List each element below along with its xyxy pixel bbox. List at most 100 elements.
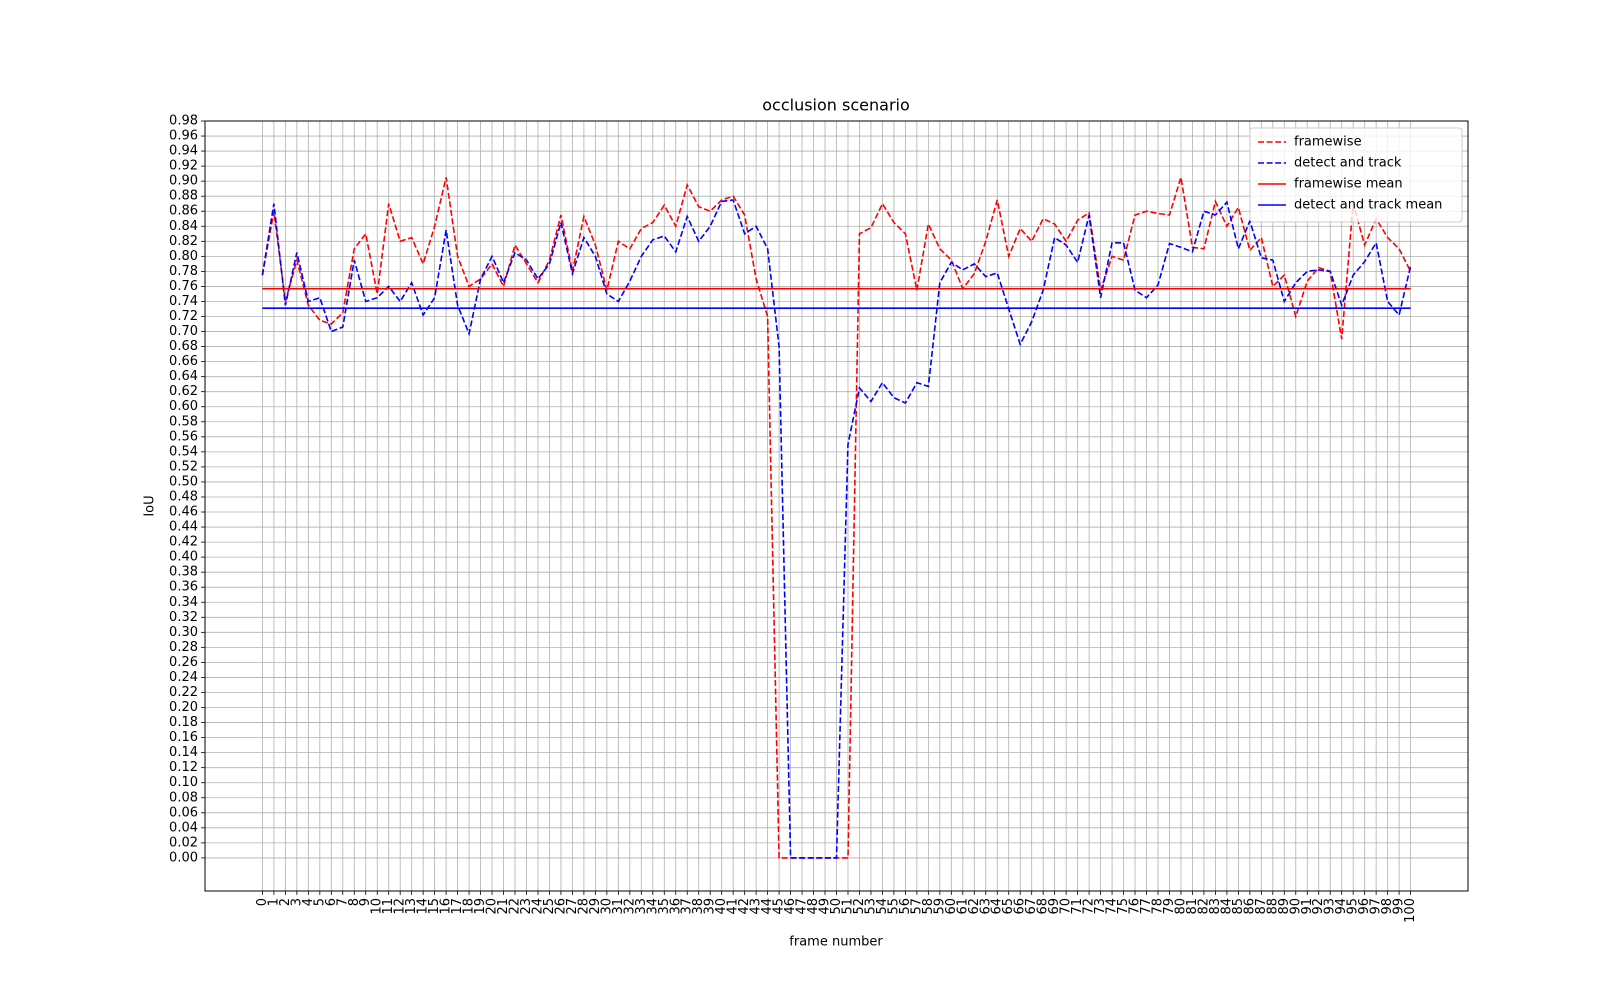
x-tick-label: 20	[485, 898, 500, 915]
x-tick-label: 10	[370, 898, 385, 915]
x-axis-label: frame number	[789, 935, 883, 950]
y-tick-label: 0.04	[169, 820, 198, 835]
x-tick-label: 22	[508, 898, 523, 915]
x-tick-label: 61	[955, 898, 970, 915]
x-tick-label: 63	[978, 898, 993, 915]
x-tick-label: 79	[1162, 898, 1177, 915]
x-tick-label: 72	[1082, 898, 1097, 915]
y-tick-label: 0.78	[169, 264, 198, 279]
y-tick-label: 0.24	[169, 670, 198, 685]
x-tick-label: 2	[278, 898, 293, 906]
x-tick-label: 82	[1196, 898, 1211, 915]
legend-label: framewise mean	[1294, 177, 1403, 192]
x-tick-label: 74	[1105, 898, 1120, 915]
x-tick-label: 55	[886, 898, 901, 915]
x-tick-label: 48	[806, 898, 821, 915]
x-tick-label: 67	[1024, 898, 1039, 915]
x-tick-label: 14	[416, 898, 431, 915]
x-tick-label: 40	[714, 898, 729, 915]
x-tick-label: 93	[1323, 898, 1338, 915]
y-tick-label: 0.06	[169, 805, 198, 820]
x-tick-label: 38	[691, 898, 706, 915]
x-tick-label: 13	[404, 898, 419, 915]
data-line	[261, 199, 1412, 859]
x-tick-label: 6	[324, 898, 339, 906]
y-tick-label: 0.36	[169, 580, 198, 595]
y-tick-label: 0.34	[169, 595, 198, 610]
x-tick-label: 97	[1369, 898, 1384, 915]
x-tick-label: 64	[990, 898, 1005, 915]
x-tick-label: 46	[783, 898, 798, 915]
x-tick-label: 3	[289, 898, 304, 906]
y-tick-label: 0.90	[169, 174, 198, 189]
x-tick-label: 49	[818, 898, 833, 915]
x-tick-label: 7	[335, 898, 350, 906]
x-tick-label: 52	[852, 898, 867, 915]
y-tick-label: 0.08	[169, 790, 198, 805]
x-tick-label: 58	[921, 898, 936, 915]
legend-label: detect and track mean	[1294, 198, 1442, 213]
x-tick-label: 27	[565, 898, 580, 915]
y-tick-label: 0.02	[169, 835, 198, 850]
x-tick-label: 76	[1128, 898, 1143, 915]
x-tick-label: 12	[393, 898, 408, 915]
y-tick-label: 0.48	[169, 489, 198, 504]
x-tick-label: 86	[1242, 898, 1257, 915]
x-tick-label: 68	[1036, 898, 1051, 915]
y-tick-label: 0.68	[169, 339, 198, 354]
y-tick-label: 0.96	[169, 129, 198, 144]
x-tick-label: 45	[772, 898, 787, 915]
x-tick-label: 94	[1334, 898, 1349, 915]
y-tick-label: 0.50	[169, 474, 198, 489]
x-tick-label: 39	[703, 898, 718, 915]
y-tick-label: 0.56	[169, 429, 198, 444]
x-tick-label: 41	[726, 898, 741, 915]
x-tick-label: 31	[611, 898, 626, 915]
x-tick-label: 59	[932, 898, 947, 915]
x-tick-label: 30	[599, 898, 614, 915]
x-tick-label: 65	[1001, 898, 1016, 915]
y-tick-label: 0.26	[169, 655, 198, 670]
y-tick-label: 0.38	[169, 565, 198, 580]
x-tick-label: 100	[1403, 898, 1418, 923]
y-tick-label: 0.22	[169, 685, 198, 700]
x-tick-label: 57	[909, 898, 924, 915]
x-tick-label: 33	[634, 898, 649, 915]
x-tick-label: 75	[1116, 898, 1131, 915]
legend-box	[1249, 127, 1463, 223]
x-tick-label: 95	[1346, 898, 1361, 915]
x-tick-label: 99	[1392, 898, 1407, 915]
x-tick-label: 78	[1150, 898, 1165, 915]
y-tick-label: 0.28	[169, 640, 198, 655]
y-tick-label: 0.92	[169, 159, 198, 174]
y-tick-label: 0.14	[169, 745, 198, 760]
x-tick-label: 90	[1288, 898, 1303, 915]
y-tick-label: 0.40	[169, 550, 198, 565]
x-tick-label: 23	[519, 898, 534, 915]
y-tick-label: 0.58	[169, 414, 198, 429]
x-tick-label: 96	[1357, 898, 1372, 915]
y-tick-label: 0.76	[169, 279, 198, 294]
y-tick-label: 0.86	[169, 204, 198, 219]
x-tick-label: 34	[645, 898, 660, 915]
x-tick-label: 89	[1277, 898, 1292, 915]
x-tick-label: 16	[439, 898, 454, 915]
y-tick-label: 0.70	[169, 324, 198, 339]
y-tick-label: 0.64	[169, 369, 198, 384]
chart-title: occlusion scenario	[762, 96, 910, 115]
x-tick-label: 73	[1093, 898, 1108, 915]
x-tick-label: 50	[829, 898, 844, 915]
x-tick-label: 18	[462, 898, 477, 915]
x-tick-label: 24	[530, 898, 545, 915]
x-tick-label: 71	[1070, 898, 1085, 915]
y-tick-label: 0.94	[169, 144, 198, 159]
y-tick-label: 0.82	[169, 234, 198, 249]
x-tick-label: 32	[622, 898, 637, 915]
x-tick-label: 66	[1013, 898, 1028, 915]
y-tick-label: 0.66	[169, 354, 198, 369]
legend: framewise detect and track framewise mean d…	[1249, 127, 1463, 223]
x-tick-label: 92	[1311, 898, 1326, 915]
y-tick-label: 0.80	[169, 249, 198, 264]
legend-label: detect and track	[1294, 156, 1402, 171]
